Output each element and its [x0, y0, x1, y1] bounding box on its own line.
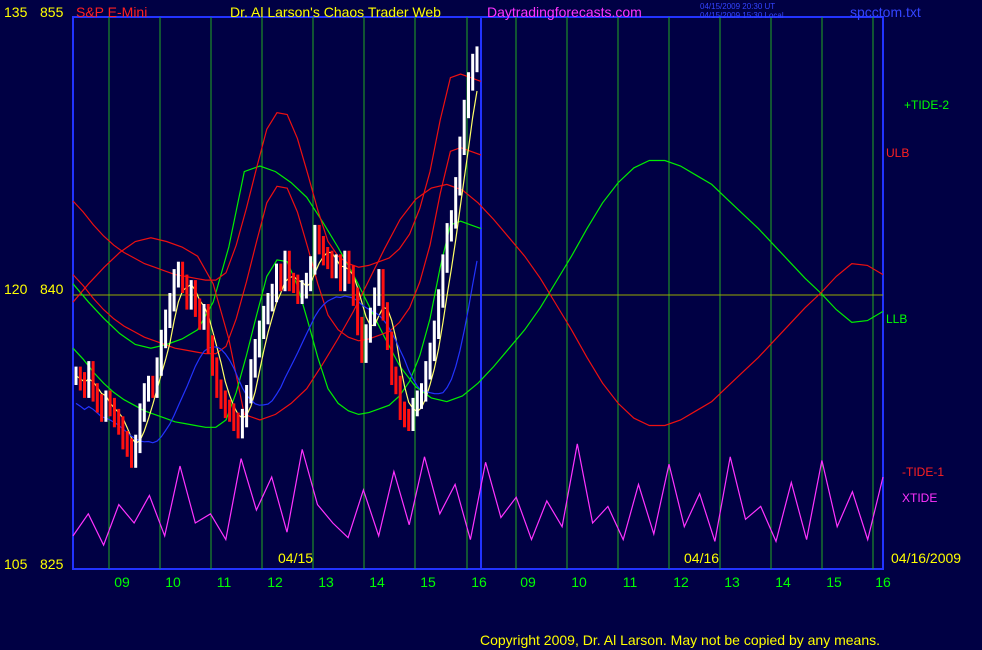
x-tick-label: 15 [826, 574, 842, 590]
site-name: Daytradingforecasts.com [487, 4, 642, 20]
y-label-bottom-outer: 105 [4, 556, 28, 572]
x-tick-label: 13 [724, 574, 740, 590]
x-tick-label: 14 [775, 574, 791, 590]
label-tide-minus-1: -TIDE-1 [902, 465, 944, 479]
y-label-mid-inner: 840 [40, 281, 64, 297]
x-tick-label: 16 [471, 574, 487, 590]
moving-average-fast [75, 90, 478, 444]
x-tick-label: 14 [369, 574, 385, 590]
ulb-mid-line [72, 146, 482, 355]
y-label-mid-outer: 120 [4, 281, 28, 297]
chart-title: Dr. Al Larson's Chaos Trader Web [230, 4, 441, 20]
tide-minus-1-line [72, 183, 884, 427]
x-tick-label: 16 [875, 574, 891, 590]
x-tick-label: 11 [623, 574, 638, 590]
timestamp-local: 04/15/2009 15:30 Local [700, 11, 784, 20]
x-tick-label: 10 [571, 574, 587, 590]
ulb-line [72, 73, 482, 281]
llb-line [72, 220, 482, 428]
date-label-0415: 04/15 [278, 550, 314, 566]
date-label-full: 04/16/2009 [891, 550, 962, 566]
label-llb: LLB [886, 312, 908, 326]
x-tick-label: 15 [420, 574, 436, 590]
x-tick-label: 11 [217, 574, 232, 590]
y-label-bottom-inner: 825 [40, 556, 64, 572]
x-tick-label: 10 [165, 574, 181, 590]
y-label-top-inner: 855 [40, 4, 64, 20]
x-tick-label: 13 [318, 574, 334, 590]
x-tick-label: 09 [520, 574, 536, 590]
label-xtide: XTIDE [902, 491, 938, 505]
xtide-line [72, 443, 884, 547]
date-label-0416: 04/16 [684, 550, 720, 566]
plot-frame [72, 16, 884, 570]
x-tick-label: 09 [114, 574, 130, 590]
instrument-name: S&P E-Mini [76, 4, 148, 20]
x-tick-label: 12 [267, 574, 283, 590]
label-tide-plus-2: +TIDE-2 [904, 98, 950, 112]
y-label-top-outer: 135 [4, 4, 28, 20]
timestamp-ut: 04/15/2009 20:30 UT [700, 2, 776, 11]
label-ulb: ULB [886, 146, 910, 160]
file-name: spcctom.txt [850, 4, 921, 20]
moving-average-slow [75, 260, 478, 444]
copyright-notice: Copyright 2009, Dr. Al Larson. May not b… [480, 632, 881, 648]
x-tick-label: 12 [673, 574, 689, 590]
